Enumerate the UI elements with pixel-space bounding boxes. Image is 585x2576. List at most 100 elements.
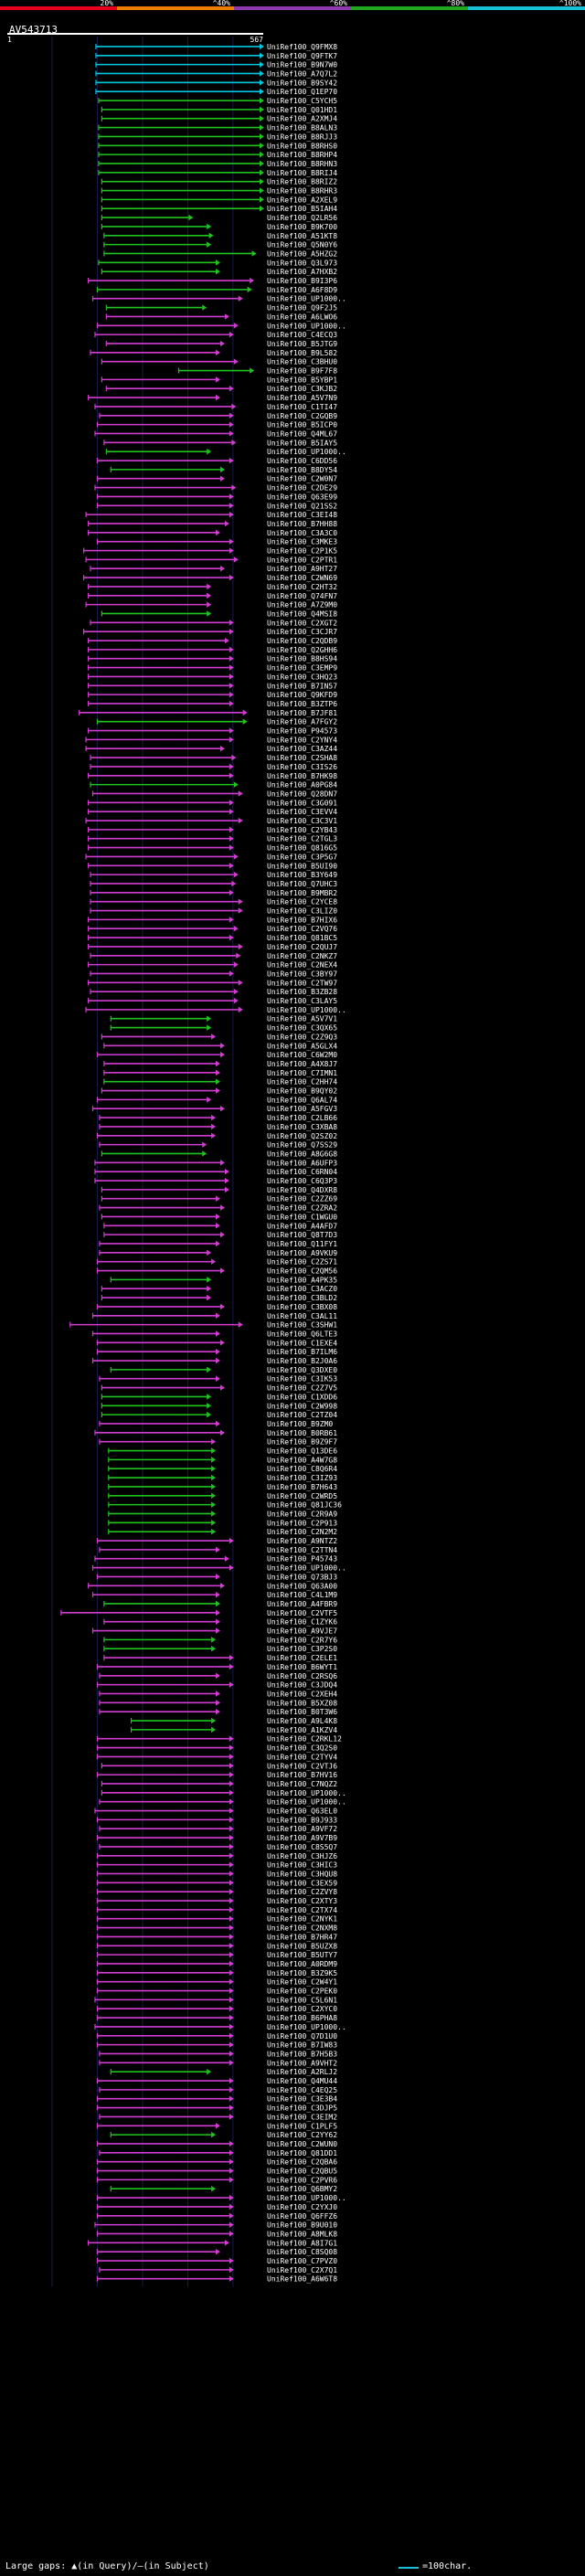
hit-label[interactable]: UniRef100_B8ALN3 xyxy=(267,124,337,133)
hit-row[interactable]: UniRef100_B7HR47 xyxy=(96,1933,337,1941)
hit-label[interactable]: UniRef100_A7Q7L2 xyxy=(267,69,337,78)
hit-label[interactable]: UniRef100_Q3DXE0 xyxy=(267,1366,337,1374)
hit-row[interactable]: UniRef100_C2Z9Q3 xyxy=(101,1033,337,1041)
hit-row[interactable]: UniRef100_Q63E99 xyxy=(96,493,337,501)
hit-label[interactable]: UniRef100_B5XZ08 xyxy=(267,1699,337,1707)
hit-label[interactable]: UniRef100_A6F8D9 xyxy=(267,286,337,294)
hit-label[interactable]: UniRef100_C2TZ04 xyxy=(267,1411,337,1419)
hit-label[interactable]: UniRef100_C2VTF5 xyxy=(267,1609,337,1617)
hit-label[interactable]: UniRef100_B5IAY5 xyxy=(267,439,337,447)
hit-label[interactable]: UniRef100_B7HV16 xyxy=(267,1771,337,1779)
hit-row[interactable]: UniRef100_A5V7N9 xyxy=(87,394,338,402)
hit-label[interactable]: UniRef100_A9VKU9 xyxy=(267,1249,337,1257)
hit-row[interactable]: UniRef100_Q3L973 xyxy=(98,259,337,267)
hit-label[interactable]: UniRef100_C2W998 xyxy=(267,1402,337,1410)
hit-label[interactable]: UniRef100_B2J0A6 xyxy=(267,1357,337,1365)
hit-label[interactable]: UniRef100_C3IZ93 xyxy=(267,1474,337,1482)
hit-label[interactable]: UniRef100_Q8T7D3 xyxy=(267,1231,337,1239)
hit-label[interactable]: UniRef100_C2W4Y1 xyxy=(267,1978,337,1987)
hit-label[interactable]: UniRef100_C2TTN4 xyxy=(267,1546,337,1554)
hit-row[interactable]: UniRef100_C3HQU8 xyxy=(96,1870,337,1878)
hit-label[interactable]: UniRef100_C2XGT2 xyxy=(267,619,337,627)
hit-row[interactable]: UniRef100_Q1EP70 xyxy=(95,88,337,96)
hit-row[interactable]: UniRef100_C3EMP9 xyxy=(87,664,338,673)
hit-label[interactable]: UniRef100_A2XEL9 xyxy=(267,196,337,204)
hit-label[interactable]: UniRef100_A2RLJ2 xyxy=(267,2068,337,2076)
hit-row[interactable]: UniRef100_C3BY97 xyxy=(90,970,337,978)
hit-row[interactable]: UniRef100_A51KT8 xyxy=(103,232,337,240)
hit-row[interactable]: UniRef100_B5ICP0 xyxy=(96,421,337,429)
hit-row[interactable]: UniRef100_UP1000.. xyxy=(105,448,346,456)
hit-label[interactable]: UniRef100_C3XBA8 xyxy=(267,1123,337,1131)
hit-label[interactable]: UniRef100_UP1000.. xyxy=(267,448,346,456)
hit-label[interactable]: UniRef100_C4ECQ3 xyxy=(267,331,337,339)
hit-row[interactable]: UniRef100_C2WUN0 xyxy=(96,2140,337,2148)
hit-label[interactable]: UniRef100_B8RIZ2 xyxy=(267,178,337,186)
hit-row[interactable]: UniRef100_A9VF72 xyxy=(99,1825,337,1833)
hit-label[interactable]: UniRef100_C2QDB9 xyxy=(267,637,337,645)
hit-row[interactable]: UniRef100_B3Y649 xyxy=(90,871,337,879)
hit-row[interactable]: UniRef100_C3ACZ0 xyxy=(101,1285,337,1293)
hit-row[interactable]: UniRef100_C2HH74 xyxy=(103,1078,337,1087)
hit-label[interactable]: UniRef100_B7HH88 xyxy=(267,520,337,528)
hit-row[interactable]: UniRef100_A8G6G8 xyxy=(101,1150,337,1158)
hit-row[interactable]: UniRef100_B7H5B3 xyxy=(99,2050,337,2058)
hit-label[interactable]: UniRef100_C2NXM8 xyxy=(267,1924,337,1933)
hit-row[interactable]: UniRef100_C2VTJ6 xyxy=(101,1762,337,1770)
hit-label[interactable]: UniRef100_A9V7B9 xyxy=(267,1834,337,1842)
hit-label[interactable]: UniRef100_C2HT32 xyxy=(267,583,337,591)
hit-label[interactable]: UniRef100_A9VHT2 xyxy=(267,2059,337,2067)
hit-row[interactable]: UniRef100_UP1000.. xyxy=(101,1789,346,1797)
hit-label[interactable]: UniRef100_Q63E99 xyxy=(267,493,337,501)
hit-label[interactable]: UniRef100_A9L4K8 xyxy=(267,1717,337,1725)
hit-label[interactable]: UniRef100_C2PTR1 xyxy=(267,556,337,564)
hit-label[interactable]: UniRef100_C2NEX4 xyxy=(267,961,337,970)
hit-row[interactable]: UniRef100_C3EIM2 xyxy=(99,2113,337,2121)
hit-row[interactable]: UniRef100_C2GQB9 xyxy=(99,412,337,420)
hit-row[interactable]: UniRef100_Q81BC5 xyxy=(87,934,338,942)
hit-row[interactable]: UniRef100_C2NEX4 xyxy=(87,961,338,970)
hit-label[interactable]: UniRef100_A6UFP3 xyxy=(267,1159,337,1167)
hit-row[interactable]: UniRef100_A4FBR9 xyxy=(103,1600,337,1608)
hit-row[interactable]: UniRef100_B9J933 xyxy=(96,1816,337,1824)
hit-row[interactable]: UniRef100_B9I3P6 xyxy=(87,277,338,285)
hit-row[interactable]: UniRef100_Q01HD1 xyxy=(101,106,337,114)
hit-label[interactable]: UniRef100_B9I3P6 xyxy=(267,277,337,285)
hit-row[interactable]: UniRef100_UP1000.. xyxy=(91,295,346,303)
hit-label[interactable]: UniRef100_C2VQ76 xyxy=(267,925,337,933)
hit-row[interactable]: UniRef100_P94573 xyxy=(87,727,338,736)
hit-label[interactable]: UniRef100_Q7D1U0 xyxy=(267,2032,337,2041)
hit-label[interactable]: UniRef100_C3EVV4 xyxy=(267,808,337,816)
hit-row[interactable]: UniRef100_C2TGL3 xyxy=(87,835,338,843)
hit-row[interactable]: UniRef100_B8RIZ2 xyxy=(101,178,337,186)
hit-label[interactable]: UniRef100_B8RJJ3 xyxy=(267,133,337,141)
hit-label[interactable]: UniRef100_Q9FMX8 xyxy=(267,43,337,51)
hit-label[interactable]: UniRef100_C2WN69 xyxy=(267,574,337,582)
hit-label[interactable]: UniRef100_C2WUN0 xyxy=(267,2140,337,2148)
hit-label[interactable]: UniRef100_UP1000.. xyxy=(267,295,346,303)
hit-row[interactable]: UniRef100_B9K700 xyxy=(101,223,337,231)
hit-label[interactable]: UniRef100_C1WGU0 xyxy=(267,1213,337,1221)
hit-row[interactable]: UniRef100_Q4MU44 xyxy=(96,2077,337,2085)
hit-label[interactable]: UniRef100_A5V7V1 xyxy=(267,1015,337,1023)
hit-label[interactable]: UniRef100_C6RN04 xyxy=(267,1168,337,1176)
hit-row[interactable]: UniRef100_C1XDD6 xyxy=(101,1393,337,1401)
hit-row[interactable]: UniRef100_C2P913 xyxy=(108,1519,337,1527)
hit-row[interactable]: UniRef100_C3AZ44 xyxy=(85,745,337,753)
hit-label[interactable]: UniRef100_B5IAH4 xyxy=(267,205,337,213)
hit-label[interactable]: UniRef100_A6LWO6 xyxy=(267,313,337,321)
hit-row[interactable]: UniRef100_B8RHR3 xyxy=(101,187,337,196)
hit-label[interactable]: UniRef100_C3A3C0 xyxy=(267,529,337,537)
hit-label[interactable]: UniRef100_C2XYC0 xyxy=(267,2005,337,2013)
hit-row[interactable]: UniRef100_B8RIJ4 xyxy=(98,169,337,177)
hit-label[interactable]: UniRef100_C3P2S0 xyxy=(267,1645,337,1653)
hit-label[interactable]: UniRef100_C3JDQ4 xyxy=(267,1681,337,1690)
hit-row[interactable]: UniRef100_A1KZV4 xyxy=(130,1726,338,1734)
hit-row[interactable]: UniRef100_C2R7Y6 xyxy=(103,1636,337,1644)
hit-row[interactable]: UniRef100_A7HXB2 xyxy=(101,268,337,276)
hit-label[interactable]: UniRef100_Q73BJ3 xyxy=(267,1573,337,1581)
hit-label[interactable]: UniRef100_B9K700 xyxy=(267,223,337,231)
hit-row[interactable]: UniRef100_A5V7V1 xyxy=(110,1015,337,1023)
hit-row[interactable]: UniRef100_B3Z9K5 xyxy=(96,1969,337,1977)
hit-row[interactable]: UniRef100_Q9FTK7 xyxy=(95,52,337,60)
